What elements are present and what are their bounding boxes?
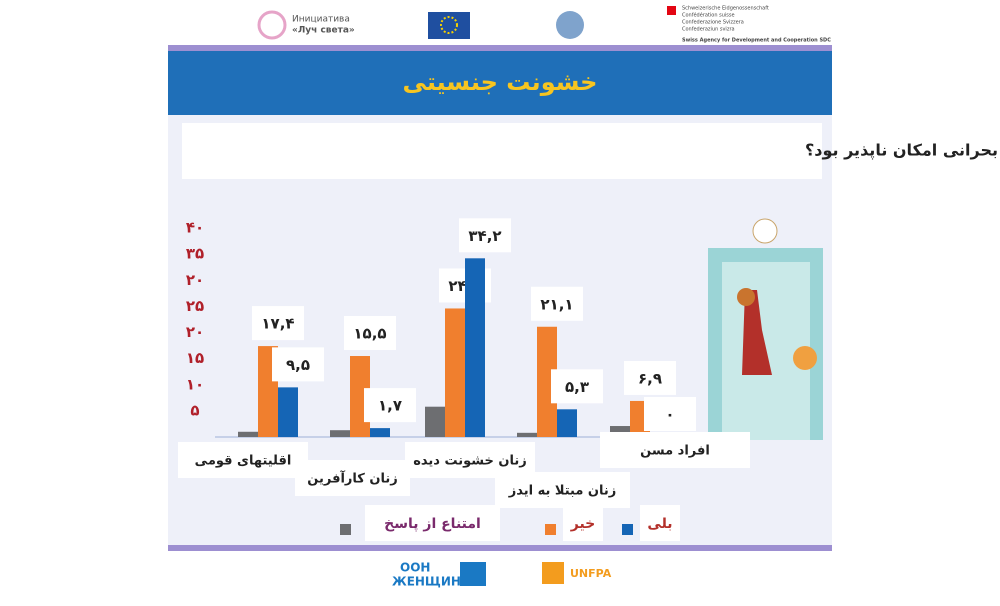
logo-icon <box>257 10 287 40</box>
value-label: ۱۷,۴ <box>261 315 294 333</box>
value-label: ۹,۵ <box>286 356 310 374</box>
footer-logo-icon <box>542 562 564 584</box>
legend-swatch <box>340 524 351 535</box>
bar <box>278 387 298 437</box>
y-tick-label: ۴۰ <box>186 219 204 237</box>
value-label-box <box>252 306 304 341</box>
x-tick-label: زنان خشونت دیده <box>413 454 527 469</box>
header-band <box>168 51 832 115</box>
swiss-flag <box>667 6 676 15</box>
bar <box>370 428 390 437</box>
bar <box>238 431 258 437</box>
category-box <box>600 432 750 468</box>
question-box <box>182 123 822 179</box>
bar <box>537 326 557 437</box>
bar <box>425 406 445 437</box>
legend-label: امتناع از پاسخ <box>384 516 481 532</box>
value-label: ۵,۳ <box>565 378 589 396</box>
x-tick-label: زنان کارآفرین <box>307 470 397 487</box>
value-label-box <box>459 218 511 253</box>
category-box <box>178 442 308 478</box>
legend-swatch <box>545 524 556 535</box>
footer-logo-icon <box>460 562 486 586</box>
value-label: ۱,۷ <box>378 397 402 415</box>
value-label-box <box>624 360 676 395</box>
lock <box>793 346 817 370</box>
y-tick-label: ۲۵ <box>186 297 204 315</box>
panel-border <box>168 545 832 551</box>
chart-title: خشونت جنسیتی <box>403 68 598 96</box>
x-tick-label: زنان مبتلا به ایدز <box>508 484 617 499</box>
legend-label: بلی <box>647 516 672 532</box>
value-label: ۲۱,۱ <box>540 295 573 313</box>
swiss-text: Confederaziun svizra <box>682 27 735 33</box>
value-label-box <box>272 347 324 382</box>
subtitle: آیا در زمان قرنطینه رسیدن به دفاتر وکلا … <box>805 140 1000 161</box>
legend-box <box>365 505 500 541</box>
legend-label: خیر <box>570 516 596 532</box>
y-tick-label: ۲۰ <box>186 323 204 341</box>
category-box <box>495 472 630 508</box>
value-label: ۶,۹ <box>638 369 662 387</box>
x-tick-label: افراد مسن <box>640 444 710 459</box>
value-label-box <box>344 316 396 351</box>
y-tick-label: ۵ <box>190 401 199 419</box>
legend-box <box>640 505 680 541</box>
bar <box>557 409 577 437</box>
panel-border <box>168 45 832 51</box>
y-tick-label: ۱۵ <box>186 349 204 367</box>
category-box <box>295 460 410 496</box>
value-label: ۳۴,۲ <box>468 227 501 245</box>
y-tick-label: ۱۰ <box>186 375 204 393</box>
swiss-text: Confederazione Svizzera <box>682 20 744 26</box>
bar <box>445 308 465 437</box>
value-label-box <box>551 369 603 404</box>
value-label: ۰ <box>665 406 674 424</box>
legend-swatch <box>622 524 633 535</box>
footer-logo: UNFPA <box>570 567 612 580</box>
woman-head <box>737 288 755 306</box>
value-label-box <box>531 286 583 321</box>
eu-stars <box>440 16 458 34</box>
y-tick-label: ۲۰ <box>186 271 204 289</box>
footer-logo: ООН <box>400 561 430 575</box>
x-tick-label: اقلیتهای قومی <box>195 454 292 469</box>
bar <box>610 426 630 437</box>
swiss-text: Confédération suisse <box>682 12 735 19</box>
value-label: ۱۵,۵ <box>353 325 386 343</box>
swiss-text: Swiss Agency for Development and Coopera… <box>682 38 831 44</box>
woman <box>742 290 772 375</box>
value-label-box <box>644 397 696 431</box>
legend-box <box>563 505 603 541</box>
value-label-box <box>364 388 416 423</box>
y-tick-label: ۳۵ <box>186 245 204 263</box>
logo-text: Инициатива <box>292 15 350 25</box>
bar <box>330 430 350 437</box>
swiss-text: Schweizerische Eidgenossenschaft <box>682 6 769 12</box>
footer-logo: ЖЕНЩИНЫ <box>392 575 473 589</box>
scales-icon <box>752 218 778 244</box>
bar <box>517 432 537 437</box>
bar <box>465 258 485 437</box>
un-logo <box>556 11 584 39</box>
logo-text: «Луч света» <box>292 26 355 36</box>
